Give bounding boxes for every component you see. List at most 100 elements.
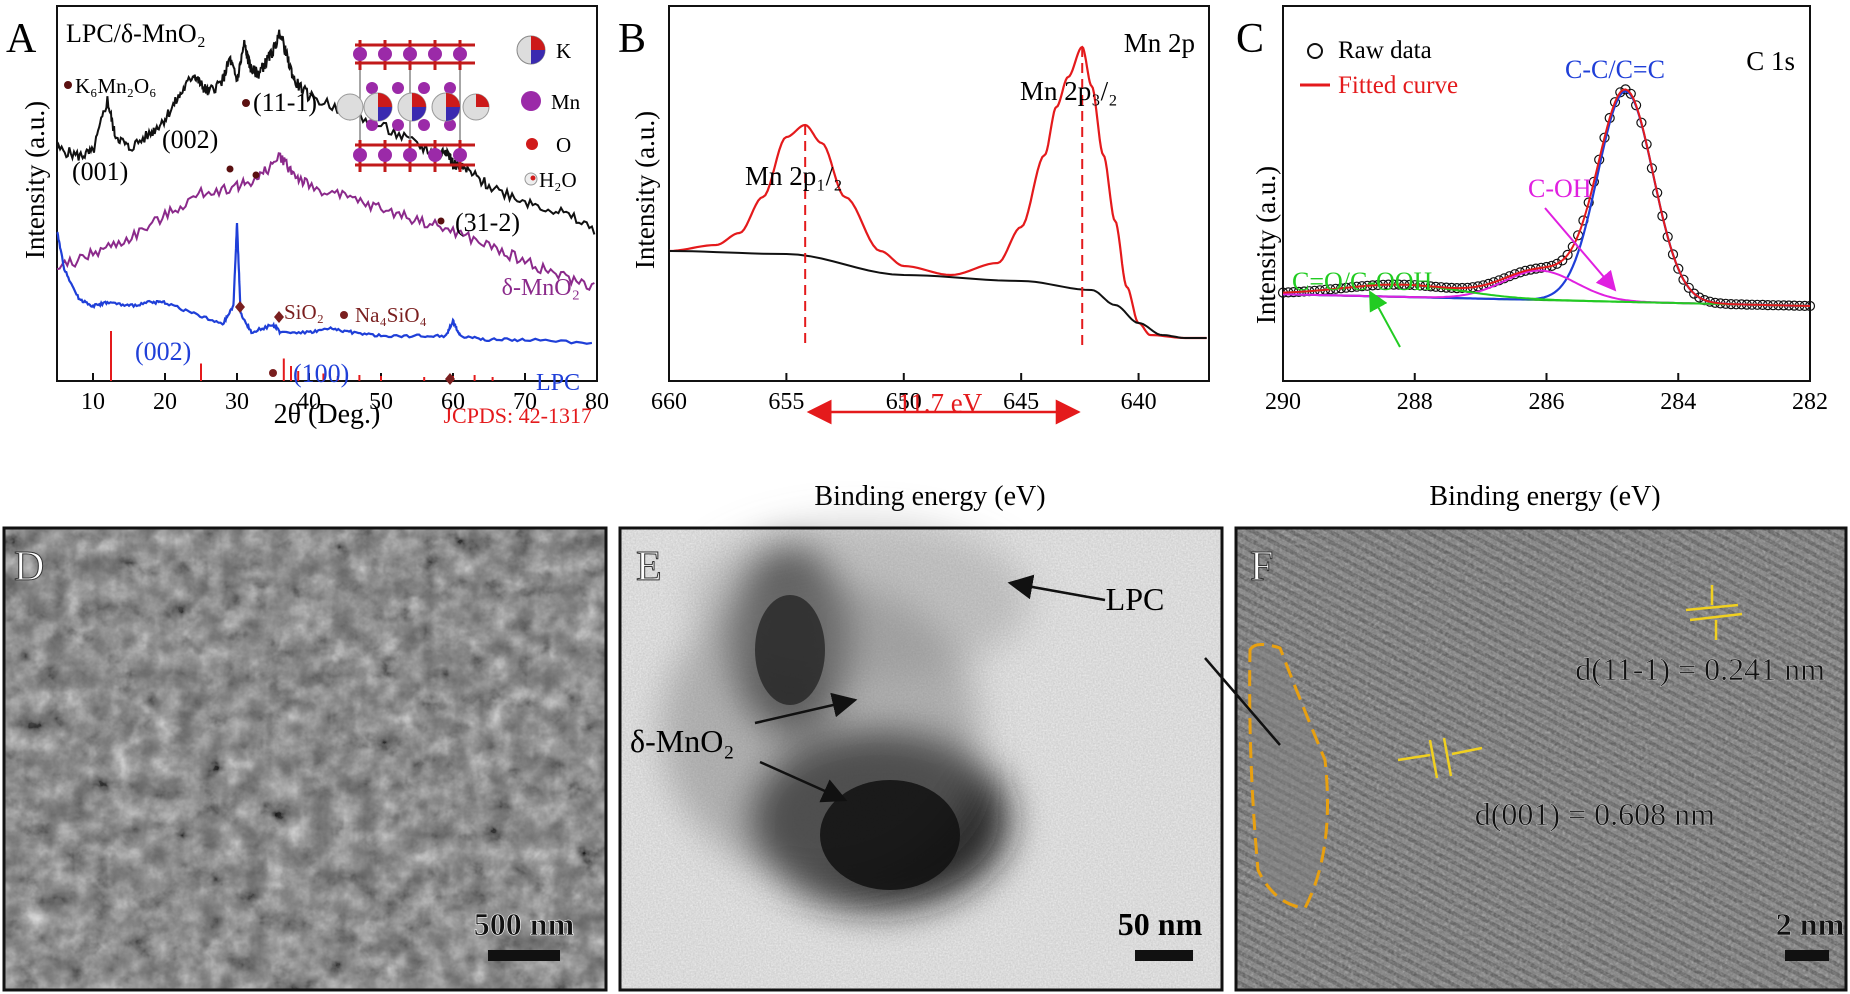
xtick-label: 655 — [768, 389, 804, 415]
d001-spacing-marker — [1397, 737, 1483, 779]
legend-k-label: K — [556, 39, 571, 63]
mno2-aggregate — [755, 595, 825, 705]
panel-f-letter: F — [1250, 544, 1273, 590]
xtick-label: 288 — [1397, 389, 1433, 415]
xtick-label: 286 — [1529, 389, 1565, 415]
k6mn2o6-marker-icon — [64, 81, 72, 89]
sio2-marker-icon — [235, 301, 245, 313]
legend-sio2: SiO₂ — [284, 300, 324, 324]
label-lpc-series: LPC — [536, 370, 580, 396]
xtick-label: 30 — [225, 389, 249, 415]
na4sio4-legend-icon — [340, 311, 348, 319]
raw-data-point — [1662, 231, 1673, 242]
series-mn2p-background — [668, 250, 1207, 339]
panel-a-xrd: A LPC/δ-MnO₂ Intensity (a.u.) 2θ (Deg.) … — [6, 5, 609, 430]
label-002: (002) — [162, 125, 218, 154]
mno2-aggregate — [820, 780, 960, 890]
raw-data-point — [1557, 255, 1568, 266]
panel-a-letter: A — [6, 16, 37, 62]
legend-na4sio4: Na₄SiO₄ — [355, 303, 427, 327]
label-31-2: (31-2) — [455, 208, 520, 237]
xtick-label: 10 — [81, 389, 105, 415]
panel-e-scale-label: 50 nm — [1118, 906, 1203, 942]
series-lpc-mno2 — [56, 29, 596, 235]
xtick-label: 40 — [297, 389, 321, 415]
panel-c-title: C 1s — [1746, 46, 1795, 76]
label-co: C=O/C-OOH — [1292, 267, 1433, 296]
label-001: (001) — [72, 157, 128, 186]
label-cc: C-C/C=C — [1565, 55, 1665, 84]
xtick-label: 290 — [1265, 389, 1301, 415]
na4sio4-marker-icon — [269, 369, 277, 377]
xtick-label: 284 — [1660, 389, 1696, 415]
label-11-1: (11-1) — [253, 88, 317, 117]
xtick-label: 640 — [1121, 389, 1157, 415]
panel-c-ticks — [1282, 373, 1811, 381]
d111-spacing-marker — [1685, 585, 1743, 640]
panel-b-frame — [668, 5, 1210, 382]
label-mno2-series: δ-MnO₂ — [502, 275, 580, 301]
label-e-mno2: δ-MnO₂ — [630, 723, 734, 759]
panel-e-tem-image: E LPC δ-MnO₂ 50 nm — [618, 520, 1224, 992]
panel-c-ylabel: Intensity (a.u.) — [1251, 166, 1281, 324]
legend-mn-label: Mn — [551, 90, 581, 114]
xtick-label: 20 — [153, 389, 177, 415]
raw-data-point — [1694, 292, 1705, 303]
peak-position-markers — [804, 47, 1084, 346]
panel-d-scale-label: 500 nm — [474, 906, 575, 942]
k6-peak-marker-icon — [252, 171, 260, 179]
xtick-label: 50 — [369, 389, 393, 415]
coh-arrow — [1544, 207, 1617, 292]
label-mn2p32: Mn 2p₃/₂ — [1020, 76, 1118, 106]
panel-d-sem-image: D 500 nm — [2, 526, 608, 992]
jcpds-reference-bars — [110, 331, 494, 381]
sio2-legend-icon — [274, 311, 284, 323]
crystal-structure-inset — [336, 40, 490, 172]
panel-a-ylabel: Intensity (a.u.) — [20, 101, 50, 259]
raw-data-point — [1551, 258, 1563, 269]
panel-b-ticks — [668, 373, 1140, 381]
series-mn2p — [668, 45, 1207, 340]
co-arrow — [1369, 290, 1401, 348]
raw-data-point — [1562, 249, 1573, 260]
panel-c-xtick-labels: 290 288 286 284 282 — [1265, 389, 1828, 415]
raw-data-point — [1630, 100, 1642, 111]
raw-data-point — [1673, 263, 1684, 274]
lpc-region-outline — [1248, 643, 1329, 910]
k6-peak-marker-icon — [242, 99, 250, 107]
label-mn2p12: Mn 2p₁/₂ — [745, 161, 843, 191]
series-mno2 — [56, 152, 595, 291]
sio2-marker-icon — [445, 373, 455, 385]
panel-b-letter: B — [618, 16, 646, 62]
panel-d-letter: D — [14, 544, 44, 590]
raw-data-point — [1588, 176, 1600, 187]
label-d111: d(11-1) = 0.241 nm — [1575, 651, 1825, 687]
legend-raw: Raw data — [1338, 37, 1432, 64]
xtick-label: 60 — [441, 389, 465, 415]
panel-e-scale-bar — [1135, 950, 1193, 961]
legend-fit: Fitted curve — [1338, 72, 1458, 99]
panel-e-letter: E — [636, 544, 662, 590]
legend-o-label: O — [556, 133, 571, 157]
mno2-arrow-upper — [754, 692, 858, 725]
raw-data-point — [1683, 282, 1694, 293]
panel-f-hrtem-image: F d(11-1) = 0.241 nm d(001) = 0.608 nm 2… — [1204, 526, 1848, 992]
xtick-label: 660 — [651, 389, 687, 415]
label-d001: d(001) = 0.608 nm — [1475, 796, 1715, 832]
raw-data-point — [1678, 274, 1689, 285]
raw-data-point — [1583, 197, 1594, 208]
k6-peak-marker-icon — [226, 165, 234, 173]
label-lpc-002: (002) — [135, 337, 191, 366]
legend-h2o-label: H₂O — [539, 168, 577, 192]
series-fitted — [1282, 88, 1811, 307]
panel-b-ylabel: Intensity (a.u.) — [630, 111, 660, 269]
panel-d-scale-bar — [488, 950, 560, 961]
xtick-label: 80 — [585, 389, 609, 415]
lpc-pointer-line — [1204, 657, 1281, 746]
xtick-label: 70 — [513, 389, 537, 415]
panel-f-scale-bar — [1785, 950, 1829, 961]
panel-a-xtick-labels: 10 20 30 40 50 60 70 80 — [81, 389, 609, 415]
label-k6mn2o6: K₆Mn₂O₆ — [75, 74, 156, 98]
raw-data-legend-icon — [1307, 43, 1323, 59]
